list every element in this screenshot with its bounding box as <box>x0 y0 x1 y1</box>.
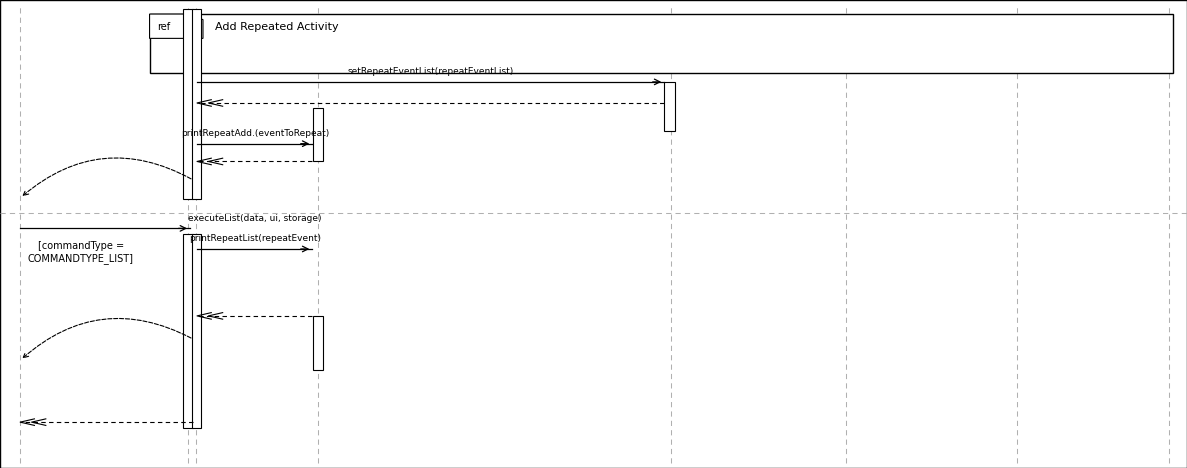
Bar <box>183 234 192 428</box>
Bar <box>312 316 323 370</box>
Text: printRepeatList(repeatEvent): printRepeatList(repeatEvent) <box>189 234 322 243</box>
Text: setRepeatEventList(repeatEventList): setRepeatEventList(repeatEventList) <box>348 67 514 76</box>
Bar <box>312 108 323 161</box>
Text: [commandType =
COMMANDTYPE_LIST]: [commandType = COMMANDTYPE_LIST] <box>27 241 134 263</box>
Bar <box>192 234 202 428</box>
Text: Add Repeated Activity: Add Repeated Activity <box>215 22 338 32</box>
Bar <box>664 82 674 131</box>
Bar <box>192 9 202 199</box>
FancyArrowPatch shape <box>24 318 191 358</box>
Text: printRepeatAdd.(eventToRepeat): printRepeatAdd.(eventToRepeat) <box>182 129 329 138</box>
Bar <box>183 9 192 199</box>
Text: executeList(data, ui, storage): executeList(data, ui, storage) <box>189 214 322 223</box>
FancyArrowPatch shape <box>24 158 191 195</box>
Polygon shape <box>150 14 203 38</box>
Bar <box>150 14 1173 73</box>
Text: ref: ref <box>157 22 170 32</box>
